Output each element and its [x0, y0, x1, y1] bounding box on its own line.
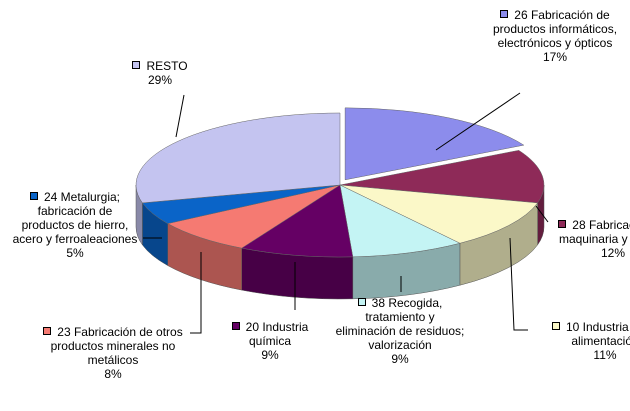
value-label: 8% — [104, 367, 122, 381]
legend-swatch — [43, 327, 52, 335]
value-label: 5% — [66, 246, 84, 260]
data-label: 23 Fabricación de otros productos minera… — [33, 325, 193, 381]
data-label: 28 Fabricación de maquinaria y equipo12% — [548, 218, 630, 260]
leader-line — [190, 252, 202, 334]
category-label: 24 Metalurgia; fabricación de productos … — [12, 190, 138, 246]
legend-swatch — [132, 61, 141, 69]
leader-line — [509, 237, 528, 331]
category-label: 38 Recogida, tratamiento y eliminación d… — [335, 296, 465, 352]
category-label: 28 Fabricación de maquinaria y equipo — [558, 218, 630, 246]
category-label: 10 Industria de la alimentación — [565, 320, 630, 348]
slice — [344, 107, 525, 181]
legend-swatch — [558, 220, 567, 228]
category-label: 23 Fabricación de otros productos minera… — [50, 325, 183, 367]
data-label: 24 Metalurgia; fabricación de productos … — [10, 190, 140, 260]
category-label: 26 Fabricación de productos informáticos… — [492, 8, 618, 50]
slice — [339, 184, 539, 244]
value-label: 9% — [391, 352, 409, 366]
slice — [135, 112, 341, 204]
leader-line — [435, 92, 521, 151]
legend-swatch — [551, 322, 560, 330]
data-label: RESTO 29% — [100, 59, 220, 87]
data-label: 26 Fabricación de productos informáticos… — [488, 8, 622, 64]
slice — [167, 184, 341, 249]
category-label: RESTO — [146, 59, 188, 73]
data-label: 38 Recogida, tratamiento y eliminación d… — [335, 296, 465, 366]
value-label: 11% — [593, 348, 617, 362]
value-label: 9% — [261, 348, 279, 362]
legend-swatch — [357, 298, 366, 306]
value-label: 17% — [542, 50, 568, 64]
leader-line — [535, 205, 549, 223]
value-label: 29% — [147, 73, 173, 87]
leader-line — [175, 94, 185, 138]
category-label: 20 Industria química — [245, 320, 309, 348]
slice — [339, 184, 461, 258]
legend-swatch — [29, 192, 38, 200]
slice — [339, 150, 545, 204]
data-label: 20 Industria química 9% — [215, 320, 325, 362]
value-label: 12% — [600, 246, 626, 260]
data-label: 10 Industria de la alimentación11% — [530, 320, 630, 362]
legend-swatch — [231, 322, 240, 330]
legend-swatch — [500, 10, 509, 18]
slice — [241, 184, 354, 258]
